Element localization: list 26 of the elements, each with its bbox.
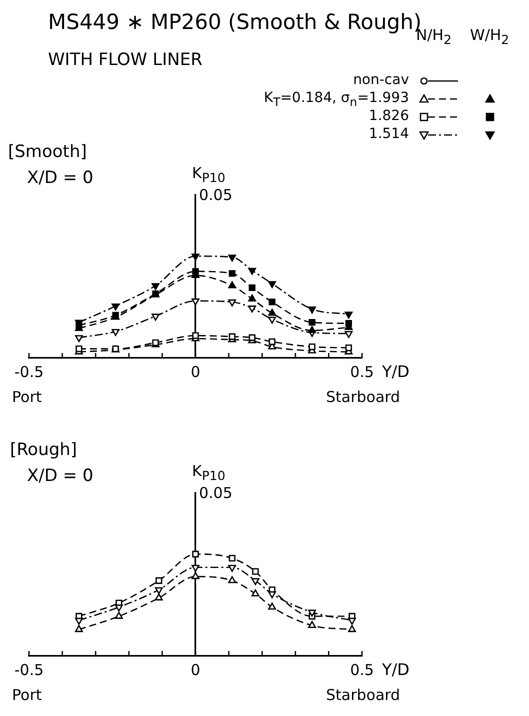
x-tick-label: 0 (190, 362, 200, 381)
x-axis-title: Y/D (382, 660, 410, 679)
x-tick-label: 0.5 (350, 362, 374, 381)
legend-label: 1.826 (368, 108, 409, 124)
x-tick-label: -0.5 (14, 660, 44, 679)
text: W/H$_{2}$ (470, 26, 510, 47)
text: Port (12, 388, 42, 406)
legend-label: 1.514 (368, 126, 409, 142)
text: Starboard (326, 388, 400, 406)
text: [Smooth] (8, 142, 87, 162)
text: 0.05 (199, 186, 232, 204)
legend-label: non-cav (353, 72, 409, 88)
x-tick-label: 0 (190, 660, 200, 679)
text: Port (12, 686, 42, 704)
y-axis-title: K$_{P10}$ (192, 164, 226, 185)
text: X/D = 0 (27, 168, 94, 188)
x-axis-title: Y/D (382, 362, 410, 381)
legend-label: K$_{T}$=0.184, σ$_{n}$=1.993 (264, 90, 409, 109)
x-tick-label: -0.5 (14, 362, 44, 381)
text: 0.05 (199, 484, 232, 502)
x-tick-label: 0.5 (350, 660, 374, 679)
y-axis-title: K$_{P10}$ (192, 462, 226, 483)
chart-subtitle: WITH FLOW LINER (48, 50, 202, 70)
text: X/D = 0 (27, 466, 94, 486)
chart-title: [Rough] (10, 440, 78, 460)
text: Starboard (326, 686, 400, 704)
